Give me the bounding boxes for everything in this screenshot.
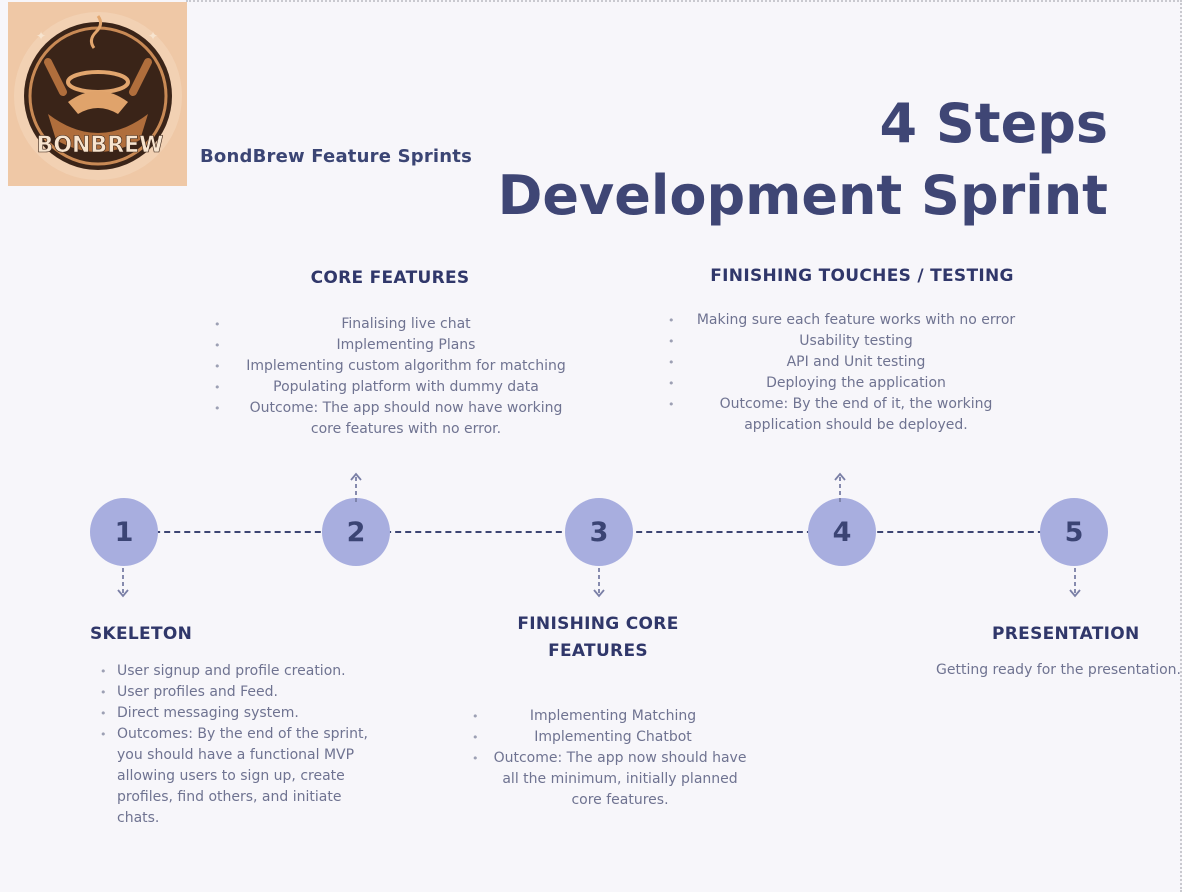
list-item: API and Unit testing — [668, 352, 1044, 373]
svg-text:✦: ✦ — [148, 29, 158, 43]
step-node-3: 3 — [565, 498, 633, 566]
presentation-heading: PRESENTATION — [992, 624, 1140, 644]
list-item: Deploying the application — [668, 373, 1044, 394]
company-name: BondBrew Feature Sprints — [200, 146, 473, 167]
list-item: Finalising live chat — [214, 314, 598, 335]
presentation-text: Getting ready for the presentation. — [936, 662, 1181, 678]
page-title: 4 Steps Development Sprint — [498, 88, 1108, 232]
skeleton-list: User signup and profile creation. User p… — [90, 661, 380, 829]
step-node-5: 5 — [1040, 498, 1108, 566]
step-node-4: 4 — [808, 498, 876, 566]
finishing-touches-list: Making sure each feature works with no e… — [668, 310, 1044, 436]
finishing-core-heading: FINISHING CORE FEATURES — [498, 611, 698, 665]
logo-emblem-icon: BONBREW ✦ ✦ — [8, 2, 187, 186]
list-item: Usability testing — [668, 331, 1044, 352]
finishing-core-list: Implementing Matching Implementing Chatb… — [472, 706, 754, 811]
arrow-up-icon — [350, 472, 362, 502]
title-line-2: Development Sprint — [497, 164, 1108, 227]
bondbrew-logo: BONBREW ✦ ✦ — [8, 2, 187, 186]
logo-text: BONBREW — [37, 133, 164, 158]
list-item: Implementing Matching — [472, 706, 754, 727]
list-item: Implementing Chatbot — [472, 727, 754, 748]
arrow-down-icon — [117, 568, 129, 598]
arrow-up-icon — [834, 472, 846, 502]
list-item: Implementing Plans — [214, 335, 598, 356]
list-item: User signup and profile creation. — [90, 661, 380, 682]
core-features-heading: CORE FEATURES — [310, 268, 470, 288]
list-item: Implementing custom algorithm for matchi… — [214, 356, 598, 377]
list-item: Outcome: The app now should have all the… — [472, 748, 754, 811]
core-features-list: Finalising live chat Implementing Plans … — [214, 314, 598, 440]
right-dotted-border — [1180, 0, 1182, 892]
list-item: Direct messaging system. — [90, 703, 380, 724]
list-item: User profiles and Feed. — [90, 682, 380, 703]
arrow-down-icon — [1069, 568, 1081, 598]
title-line-1: 4 Steps — [879, 92, 1109, 155]
finishing-core-heading-line-1: FINISHING CORE — [517, 614, 679, 634]
top-dotted-border — [186, 0, 1182, 2]
list-item: Outcome: The app should now have working… — [214, 398, 598, 440]
step-node-1: 1 — [90, 498, 158, 566]
list-item: Outcome: By the end of it, the working a… — [668, 394, 1044, 436]
list-item: Making sure each feature works with no e… — [668, 310, 1044, 331]
list-item: Outcomes: By the end of the sprint, you … — [90, 724, 380, 829]
arrow-down-icon — [593, 568, 605, 598]
step-node-2: 2 — [322, 498, 390, 566]
finishing-touches-heading: FINISHING TOUCHES / TESTING — [710, 266, 1014, 286]
skeleton-heading: SKELETON — [90, 624, 193, 644]
finishing-core-heading-line-2: FEATURES — [548, 641, 648, 661]
svg-text:✦: ✦ — [36, 29, 46, 43]
list-item: Populating platform with dummy data — [214, 377, 598, 398]
